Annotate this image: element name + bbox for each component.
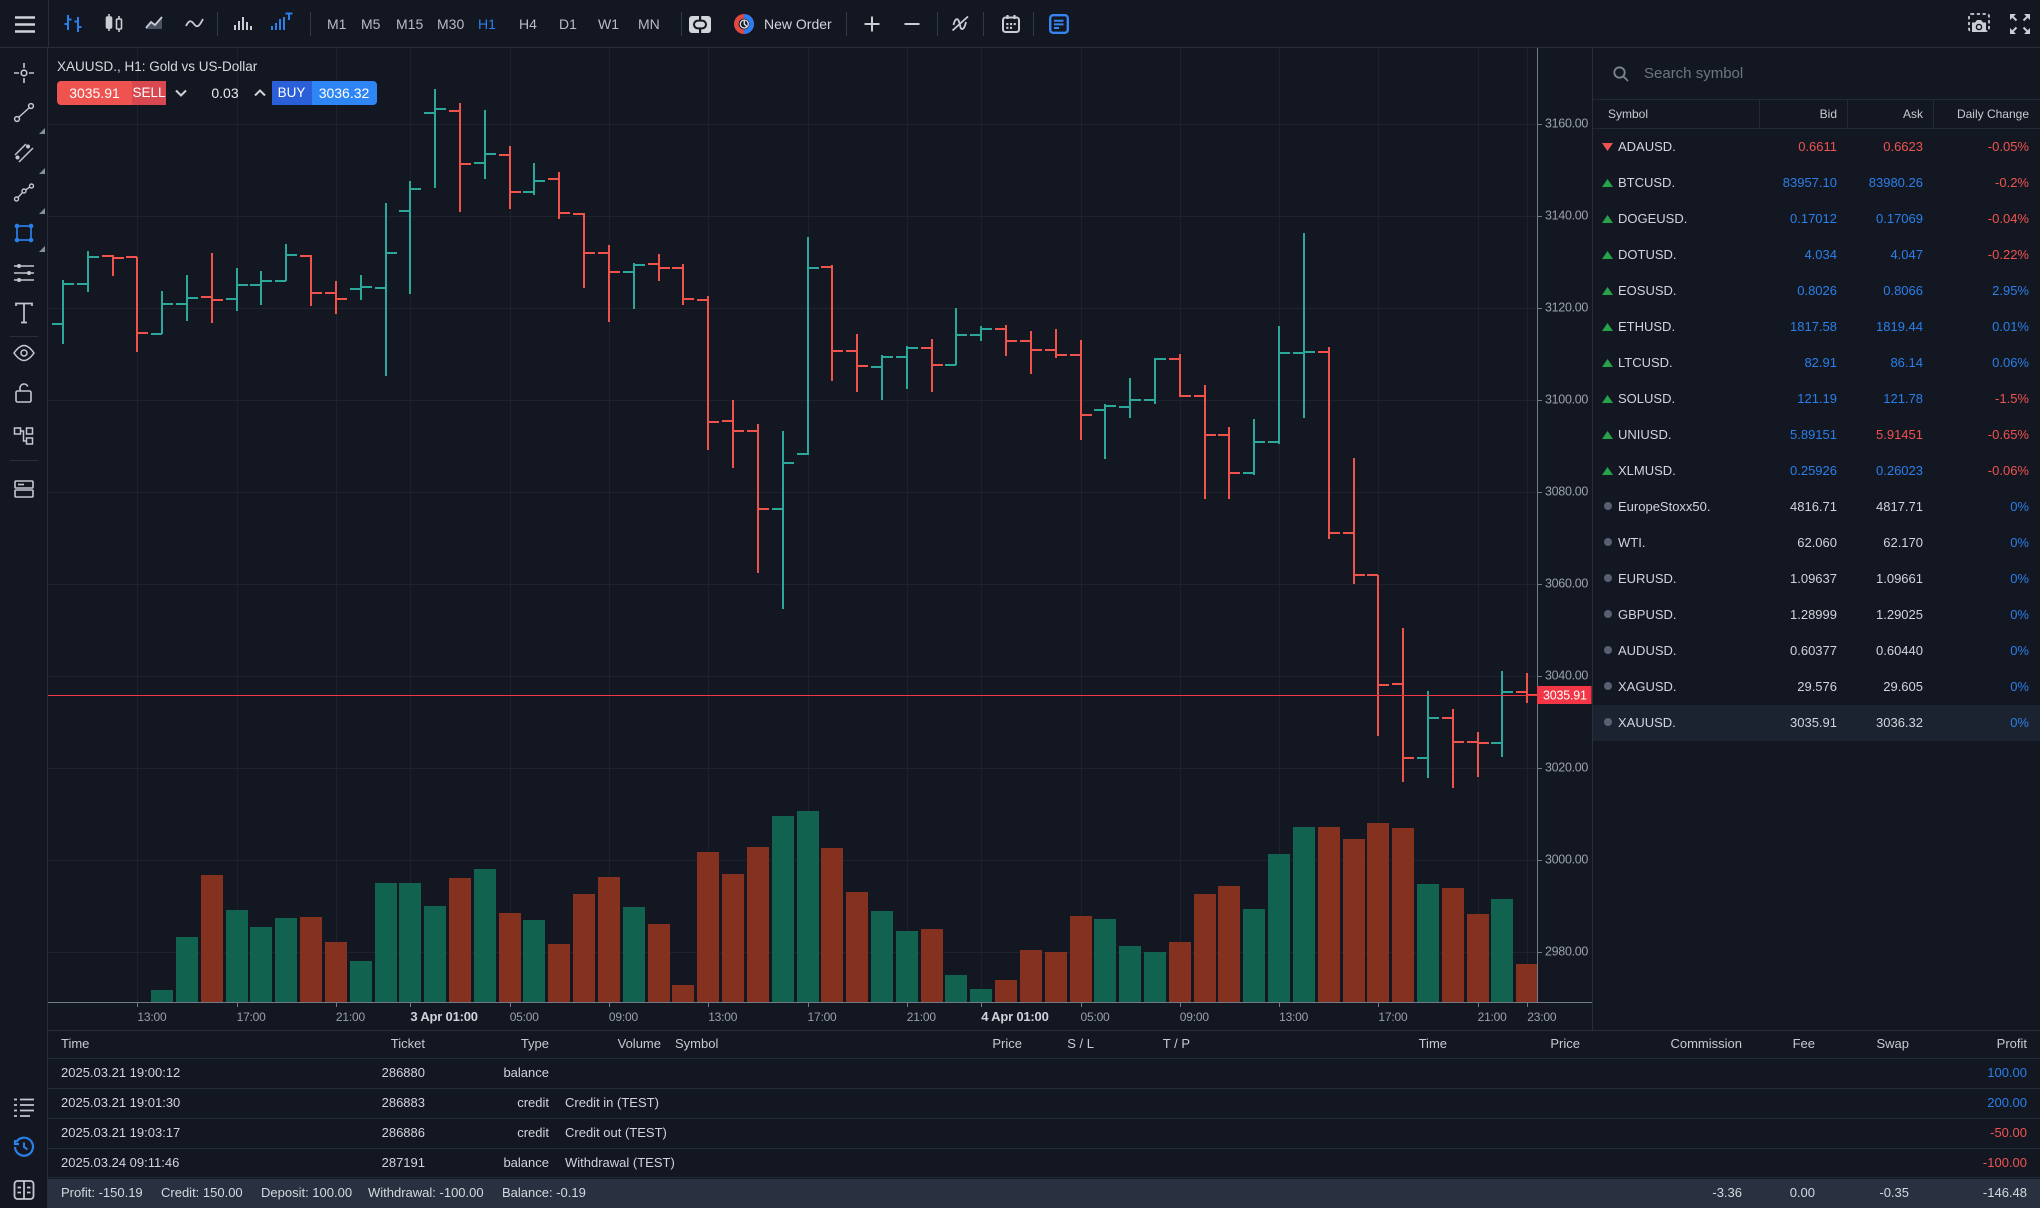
- svg-text:3100.00: 3100.00: [1545, 393, 1588, 407]
- svg-text:2980.00: 2980.00: [1545, 945, 1588, 959]
- svg-text:09:00: 09:00: [609, 1010, 639, 1024]
- svg-text:3140.00: 3140.00: [1545, 209, 1588, 223]
- svg-text:3040.00: 3040.00: [1545, 669, 1588, 683]
- svg-text:3160.00: 3160.00: [1545, 117, 1588, 131]
- svg-text:3 Apr 01:00: 3 Apr 01:00: [410, 1009, 477, 1024]
- svg-text:3035.91: 3035.91: [1543, 689, 1587, 703]
- svg-text:17:00: 17:00: [237, 1010, 267, 1024]
- svg-text:23:00: 23:00: [1527, 1010, 1557, 1024]
- svg-text:17:00: 17:00: [1378, 1010, 1408, 1024]
- svg-text:05:00: 05:00: [1081, 1010, 1111, 1024]
- svg-text:3060.00: 3060.00: [1545, 577, 1588, 591]
- svg-text:21:00: 21:00: [336, 1010, 366, 1024]
- svg-text:13:00: 13:00: [1279, 1010, 1309, 1024]
- svg-text:3020.00: 3020.00: [1545, 761, 1588, 775]
- svg-text:13:00: 13:00: [137, 1010, 167, 1024]
- svg-text:13:00: 13:00: [708, 1010, 738, 1024]
- svg-text:21:00: 21:00: [1478, 1010, 1508, 1024]
- svg-text:4 Apr 01:00: 4 Apr 01:00: [981, 1009, 1048, 1024]
- svg-text:3000.00: 3000.00: [1545, 853, 1588, 867]
- svg-text:05:00: 05:00: [510, 1010, 540, 1024]
- svg-text:21:00: 21:00: [907, 1010, 937, 1024]
- svg-text:3080.00: 3080.00: [1545, 485, 1588, 499]
- svg-text:09:00: 09:00: [1180, 1010, 1210, 1024]
- svg-text:3120.00: 3120.00: [1545, 301, 1588, 315]
- svg-text:17:00: 17:00: [808, 1010, 838, 1024]
